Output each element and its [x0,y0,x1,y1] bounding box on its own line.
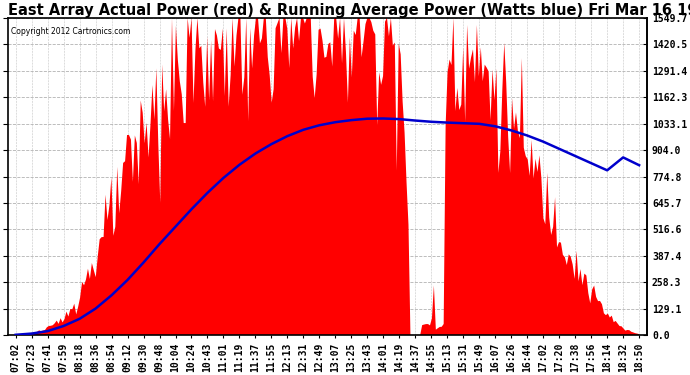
Text: East Array Actual Power (red) & Running Average Power (Watts blue) Fri Mar 16 19: East Array Actual Power (red) & Running … [8,3,690,18]
Text: Copyright 2012 Cartronics.com: Copyright 2012 Cartronics.com [11,27,130,36]
